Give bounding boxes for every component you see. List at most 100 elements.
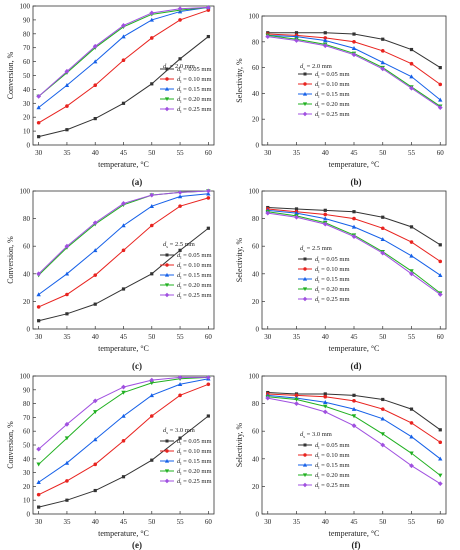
x-tick-label: 60 <box>437 518 445 526</box>
legend-marker <box>303 82 307 86</box>
series-4 <box>265 209 443 296</box>
data-point <box>351 234 357 239</box>
legend-label: dl = 0.15 mm <box>177 458 212 466</box>
data-point <box>121 23 126 28</box>
data-point <box>352 216 356 221</box>
series-line <box>267 34 441 107</box>
data-point <box>65 498 69 502</box>
series-1 <box>266 31 442 70</box>
data-point <box>409 240 414 244</box>
x-tick-label: 60 <box>205 333 213 341</box>
y-axis-label: Conversion, % <box>6 421 15 469</box>
data-point <box>351 414 357 419</box>
y-tick-label: 80 <box>23 215 31 223</box>
series-line <box>38 6 209 97</box>
panel-caption: (e) <box>132 540 142 550</box>
data-point <box>64 83 70 87</box>
series-4 <box>265 33 443 109</box>
series-2 <box>36 382 211 497</box>
y-tick-label: 80 <box>23 30 31 38</box>
y-tick-label: 40 <box>23 86 31 94</box>
data-point <box>351 46 357 51</box>
x-tick-label: 45 <box>351 518 359 526</box>
data-point <box>409 421 414 425</box>
data-point <box>178 18 182 22</box>
data-point <box>150 82 154 86</box>
data-point <box>323 212 328 217</box>
y-tick-label: 0 <box>27 326 31 334</box>
data-point <box>205 374 211 380</box>
y-tick-label: 30 <box>23 100 31 108</box>
legend-label: dl = 0.05 mm <box>177 252 212 260</box>
data-point <box>352 210 356 214</box>
data-point <box>294 207 299 211</box>
panel-caption: (b) <box>351 177 362 187</box>
data-point <box>323 400 328 404</box>
y-tick-label: 100 <box>20 188 31 196</box>
x-axis-label: temperature, °C <box>98 344 149 353</box>
series-5 <box>36 188 211 277</box>
x-tick-label: 45 <box>351 149 359 157</box>
series-4 <box>265 394 443 478</box>
series-line <box>267 211 441 294</box>
data-point <box>36 271 42 277</box>
data-point <box>149 393 154 398</box>
data-point <box>323 31 327 35</box>
legend-marker <box>165 77 169 81</box>
legend-label: dl = 0.20 mm <box>177 468 212 476</box>
x-axis-label: temperature, °C <box>329 529 380 538</box>
data-point <box>438 456 443 461</box>
data-point <box>380 407 385 411</box>
series-1 <box>37 414 210 509</box>
data-point <box>121 475 126 479</box>
data-point <box>177 374 183 380</box>
data-point <box>64 68 70 74</box>
legend-marker <box>164 292 170 298</box>
data-point <box>437 105 443 110</box>
y-axis-label: Conversion, % <box>6 236 15 284</box>
data-point <box>92 220 98 226</box>
y-tick-label: 100 <box>249 373 260 381</box>
data-point <box>265 34 271 40</box>
data-point <box>177 6 183 12</box>
data-point <box>121 223 126 228</box>
data-point <box>149 10 155 16</box>
data-point <box>409 61 414 66</box>
x-tick-label: 45 <box>120 518 128 526</box>
x-tick-label: 30 <box>35 518 43 526</box>
data-point <box>294 31 299 35</box>
data-point <box>37 319 41 323</box>
x-axis-label: temperature, °C <box>329 344 380 353</box>
x-tick-label: 55 <box>177 518 185 526</box>
y-tick-label: 100 <box>20 3 31 11</box>
data-point <box>294 210 299 215</box>
legend-marker <box>303 257 307 261</box>
y-tick-label: 60 <box>252 428 260 436</box>
y-tick-label: 0 <box>256 142 260 150</box>
data-point <box>323 36 328 40</box>
legend-label: dl = 0.25 mm <box>315 482 350 490</box>
data-point <box>206 196 211 200</box>
legend-label: dl = 0.20 mm <box>315 472 350 480</box>
x-tick-label: 40 <box>92 333 100 341</box>
data-point <box>93 116 97 121</box>
legend-label: dl = 0.20 mm <box>177 282 212 290</box>
data-point <box>93 302 97 306</box>
legend-marker <box>165 263 169 267</box>
legend-marker <box>164 469 170 474</box>
data-point <box>352 399 356 403</box>
y-tick-label: 60 <box>252 243 260 251</box>
y-tick-label: 70 <box>23 414 31 422</box>
x-tick-label: 50 <box>148 518 156 526</box>
x-tick-label: 55 <box>408 518 416 526</box>
data-point <box>121 201 126 206</box>
data-point <box>322 409 328 415</box>
data-point <box>149 192 155 198</box>
legend-label: dl = 0.15 mm <box>177 272 212 280</box>
series-5 <box>36 4 211 99</box>
x-tick-label: 30 <box>264 518 272 526</box>
data-point <box>64 271 70 276</box>
y-axis-label: Selectivity, % <box>235 237 244 282</box>
